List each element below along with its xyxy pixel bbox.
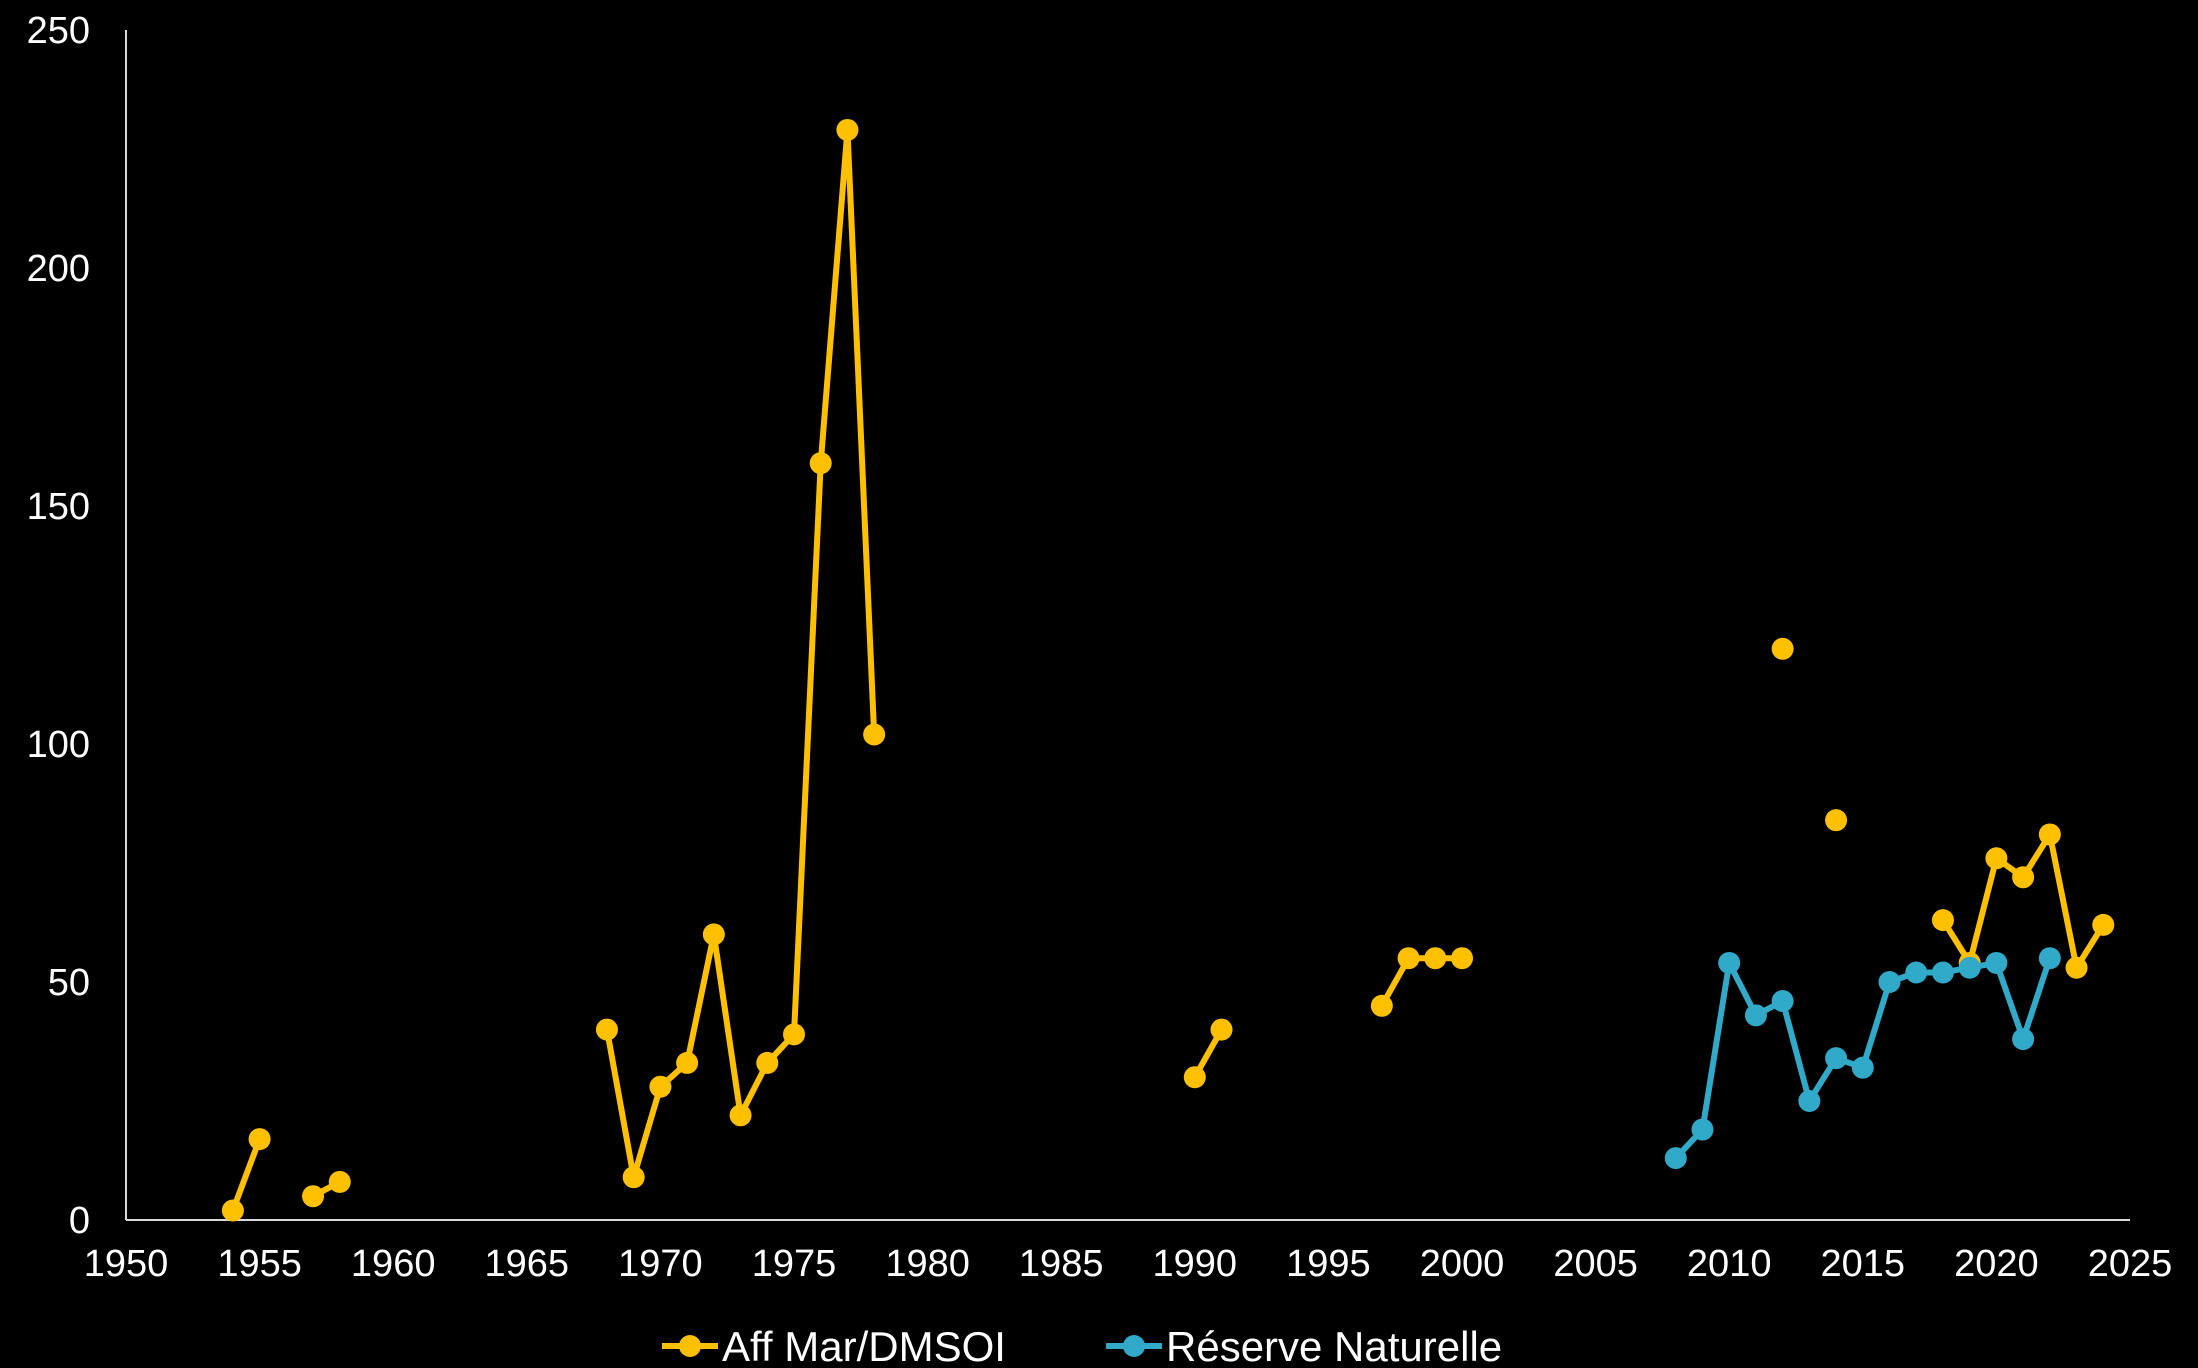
data-point: [302, 1185, 325, 1208]
x-tick-label: 1980: [885, 1243, 970, 1285]
data-point: [1825, 1047, 1848, 1070]
data-point: [1985, 951, 2008, 974]
data-point: [1664, 1147, 1687, 1170]
data-point: [1771, 990, 1794, 1013]
data-point: [729, 1104, 752, 1127]
y-tick-label: 100: [27, 724, 90, 766]
series-line-segment: [604, 126, 878, 1181]
x-tick-label: 1960: [351, 1243, 436, 1285]
x-tick-label: 2020: [1954, 1243, 2039, 1285]
data-point: [2038, 947, 2061, 970]
data-point: [1370, 994, 1393, 1017]
data-point: [1451, 947, 1473, 970]
series-line-segment: [1379, 955, 1462, 1008]
x-tick-label: 2025: [2088, 1243, 2173, 1285]
x-tick-label: 2010: [1687, 1243, 1772, 1285]
x-tick-label: 1970: [618, 1243, 703, 1285]
data-point: [809, 452, 832, 475]
y-tick-label: 250: [27, 10, 90, 52]
data-point: [1905, 961, 1928, 984]
legend: Aff Mar/DMSOI Réserve Naturelle: [662, 1323, 1502, 1368]
data-point: [836, 118, 859, 141]
data-point: [2065, 956, 2088, 979]
x-tick-label: 1975: [752, 1243, 837, 1285]
data-point: [756, 1051, 779, 1074]
data-point: [1424, 947, 1447, 970]
legend-swatch-marker: [1123, 1335, 1145, 1357]
data-point: [2012, 866, 2035, 889]
y-tick-label: 0: [69, 1200, 90, 1242]
x-tick-label: 1990: [1153, 1243, 1238, 1285]
data-point: [1718, 951, 1741, 974]
series-line-segment: [1940, 831, 2106, 971]
legend-swatch-marker: [679, 1335, 701, 1357]
data-point: [1183, 1066, 1206, 1089]
legend-label: Aff Mar/DMSOI: [722, 1323, 1006, 1368]
data-point: [649, 1075, 672, 1098]
data-point: [595, 1018, 618, 1041]
data-point: [1691, 1118, 1714, 1141]
x-tick-label: 1995: [1286, 1243, 1371, 1285]
data-point: [1958, 956, 1981, 979]
axes: 1950 1955 1960 1965 1970 1975 1980 1985 1990 1995…: [27, 10, 2173, 1285]
data-point: [248, 1128, 271, 1151]
x-tick-label: 2015: [1821, 1243, 1906, 1285]
data-point: [2038, 823, 2061, 846]
series-1: [221, 118, 2115, 1222]
data-point: [1771, 637, 1794, 660]
data-point: [2012, 1028, 2035, 1051]
x-tick-label: 1955: [217, 1243, 302, 1285]
data-point: [1798, 1090, 1821, 1112]
data-point: [1851, 1056, 1874, 1079]
data-point: [2092, 913, 2115, 936]
data-point: [1985, 847, 2008, 870]
data-point: [783, 1023, 805, 1046]
x-tick-label: 2000: [1420, 1243, 1505, 1285]
data-point: [622, 1166, 645, 1189]
legend-label: Réserve Naturelle: [1166, 1323, 1502, 1368]
series-layer: [221, 118, 2115, 1222]
data-point: [702, 923, 725, 946]
series-2: [1664, 947, 2061, 1170]
x-tick-label: 1950: [84, 1243, 169, 1285]
data-point: [1397, 947, 1420, 970]
data-point: [328, 1170, 351, 1193]
series-line-segment: [230, 1138, 263, 1212]
data-point: [676, 1051, 699, 1074]
data-point: [1931, 961, 1954, 984]
data-point: [1210, 1018, 1233, 1041]
data-point: [863, 723, 886, 746]
data-point: [221, 1199, 244, 1222]
x-tick-label: 2005: [1553, 1243, 1638, 1285]
x-tick-label: 1965: [485, 1243, 570, 1285]
data-point: [1744, 1004, 1767, 1027]
data-point: [1878, 971, 1901, 993]
y-tick-label: 150: [27, 486, 90, 528]
x-tick-label: 1985: [1019, 1243, 1104, 1285]
y-tick-label: 50: [48, 962, 90, 1004]
data-point: [1931, 909, 1954, 932]
y-tick-label: 200: [27, 248, 90, 290]
data-point: [1825, 809, 1848, 832]
